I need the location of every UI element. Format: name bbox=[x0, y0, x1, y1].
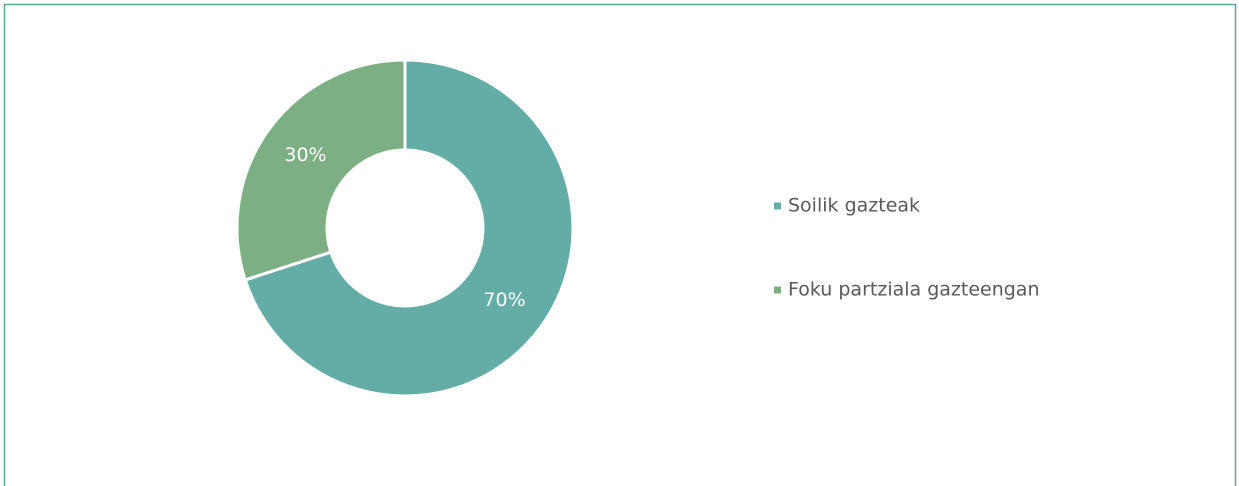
legend-swatch bbox=[774, 286, 781, 294]
legend-label: Foku partziala gazteengan bbox=[788, 279, 1040, 301]
legend-swatch bbox=[774, 202, 781, 210]
data-label: 70% bbox=[483, 289, 525, 311]
donut-slice bbox=[243, 58, 575, 398]
frame bbox=[3, 3, 1237, 486]
data-label: 30% bbox=[284, 144, 326, 166]
legend-label: Soilik gazteak bbox=[788, 195, 920, 217]
donut-slice bbox=[235, 58, 407, 282]
